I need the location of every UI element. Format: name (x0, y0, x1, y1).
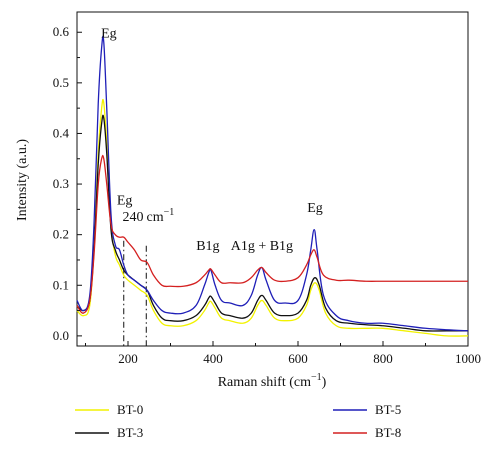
y-tick-label: 0.1 (53, 277, 69, 292)
series-line-bt-5 (76, 35, 469, 332)
y-tick-label: 0.3 (53, 176, 69, 191)
peak-label: B1g (196, 239, 219, 254)
y-tick-label: 0.4 (53, 125, 70, 140)
y-axis-ticks: 0.0 0.1 0.2 0.3 0.4 0.5 0.6 (53, 24, 82, 343)
x-tick-label: 400 (203, 351, 223, 366)
y-tick-label: 0.0 (53, 328, 69, 343)
x-tick-label: 1000 (455, 351, 481, 366)
legend-label: BT-0 (117, 402, 143, 417)
peak-label: Eg (307, 201, 323, 216)
reference-lines (123, 240, 147, 346)
peak-label: 240 cm−1 (123, 207, 175, 225)
y-axis-title: Intensity (a.u.) (15, 139, 30, 221)
plot-frame (76, 11, 469, 347)
x-tick-label: 800 (373, 351, 393, 366)
x-tick-label: 600 (288, 351, 308, 366)
peak-label: Eg (117, 193, 133, 208)
y-tick-label: 0.6 (53, 24, 70, 39)
peak-label: A1g + B1g (231, 239, 293, 254)
x-axis-title: Raman shift (cm−1) (218, 372, 327, 390)
legend-label: BT-8 (375, 425, 401, 440)
legend: BT-0 BT-3 BT-5 BT-8 (75, 402, 401, 440)
x-axis-ticks: 200 400 600 800 1000 (85, 341, 481, 366)
x-tick-label: 200 (118, 351, 138, 366)
legend-label: BT-5 (375, 402, 401, 417)
peak-label: Eg (101, 26, 117, 41)
y-tick-label: 0.2 (53, 227, 69, 242)
y-tick-label: 0.5 (53, 75, 69, 90)
legend-label: BT-3 (117, 425, 143, 440)
series-lines (76, 35, 469, 337)
series-line-bt-8 (76, 154, 468, 314)
